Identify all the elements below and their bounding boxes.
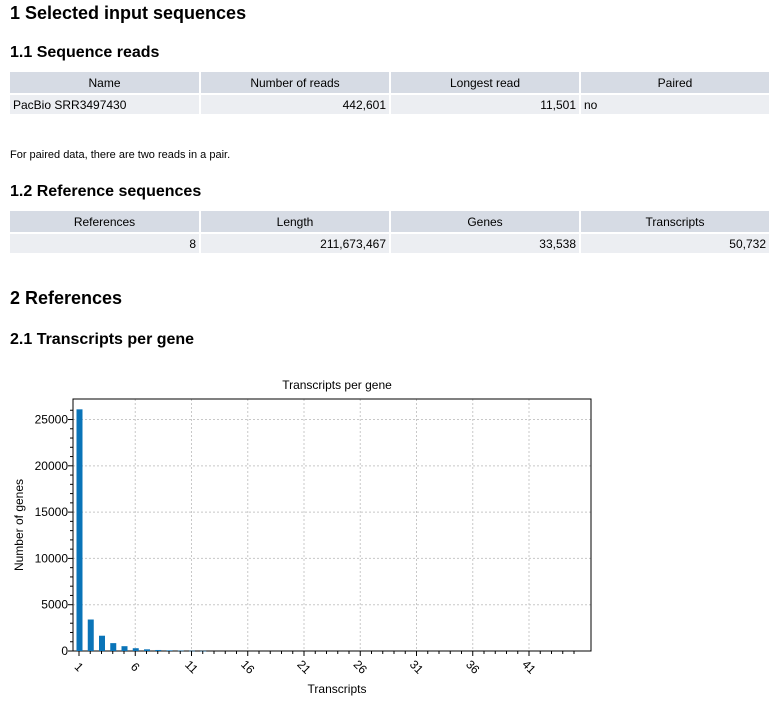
bar — [110, 643, 117, 651]
x-tick-label: 1 — [72, 660, 87, 675]
y-tick-label: 0 — [61, 644, 68, 658]
cell-paired: no — [581, 93, 769, 114]
column-header-longest-read: Longest read — [391, 72, 579, 93]
x-tick-label: 21 — [294, 657, 314, 677]
column-header-transcripts: Transcripts — [581, 211, 769, 232]
y-tick-label: 15000 — [35, 505, 69, 519]
bar — [121, 646, 128, 651]
cell-genes: 33,538 — [391, 232, 579, 253]
bar — [144, 649, 150, 651]
bar — [76, 409, 83, 651]
bar — [177, 650, 184, 652]
subsection-title-transcripts-per-gene: 2.1 Transcripts per gene — [10, 331, 195, 348]
column-header-paired: Paired — [581, 72, 769, 93]
bar — [155, 649, 162, 651]
column-header-number-of-reads: Number of reads — [201, 72, 389, 93]
paired-data-note: For paired data, there are two reads in … — [10, 149, 231, 161]
reference-sequences-table: References Length Genes Transcripts 8 21… — [8, 211, 771, 253]
column-header-name: Name — [10, 72, 199, 93]
cell-length: 211,673,467 — [201, 232, 389, 253]
bar — [166, 650, 173, 651]
subsection-title-sequence-reads: 1.1 Sequence reads — [10, 44, 160, 61]
cell-name: PacBio SRR3497430 — [10, 93, 199, 114]
transcripts-per-gene-chart: Transcripts per gene 0 5000 10000 15000 2000… — [12, 378, 592, 696]
x-tick-label: 41 — [519, 657, 539, 677]
column-header-references: References — [10, 211, 199, 232]
y-tick-label: 5000 — [41, 598, 68, 612]
section-title-references: 2 References — [10, 288, 123, 308]
x-tick-label: 26 — [351, 657, 371, 677]
cell-references: 8 — [10, 232, 199, 253]
chart-grid — [73, 399, 591, 651]
section-title-selected-input: 1 Selected input sequences — [10, 3, 247, 23]
x-tick-label: 16 — [238, 657, 258, 677]
x-axis-label: Transcripts — [308, 682, 367, 696]
y-tick-label: 20000 — [35, 459, 69, 473]
column-header-length: Length — [201, 211, 389, 232]
column-header-genes: Genes — [391, 211, 579, 232]
x-tick-label: 11 — [182, 658, 201, 677]
table-header-row: References Length Genes Transcripts — [10, 211, 769, 232]
chart-bars — [76, 409, 207, 652]
x-tick-label: 36 — [463, 657, 483, 677]
chart-title: Transcripts per gene — [282, 378, 392, 392]
cell-number-of-reads: 442,601 — [201, 93, 389, 114]
cell-transcripts: 50,732 — [581, 232, 769, 253]
plot-area-frame — [72, 398, 592, 652]
y-axis-label: Number of genes — [12, 479, 26, 571]
bar — [132, 648, 139, 651]
subsection-title-reference-sequences: 1.2 Reference sequences — [10, 183, 202, 200]
x-tick-label: 6 — [128, 660, 143, 675]
x-axis: 1 6 11 16 21 26 31 36 41 — [72, 651, 575, 677]
y-tick-label: 10000 — [35, 551, 69, 565]
x-tick-label: 31 — [407, 657, 427, 677]
table-row: PacBio SRR3497430 442,601 11,501 no — [10, 93, 769, 114]
sequence-reads-table: Name Number of reads Longest read Paired… — [8, 72, 771, 114]
table-row: 8 211,673,467 33,538 50,732 — [10, 232, 769, 253]
bar — [99, 635, 105, 651]
y-tick-label: 25000 — [35, 413, 69, 427]
cell-longest-read: 11,501 — [391, 93, 579, 114]
bar — [87, 619, 94, 651]
y-axis: 0 5000 10000 15000 20000 25000 — [35, 409, 73, 658]
table-header-row: Name Number of reads Longest read Paired — [10, 72, 769, 93]
